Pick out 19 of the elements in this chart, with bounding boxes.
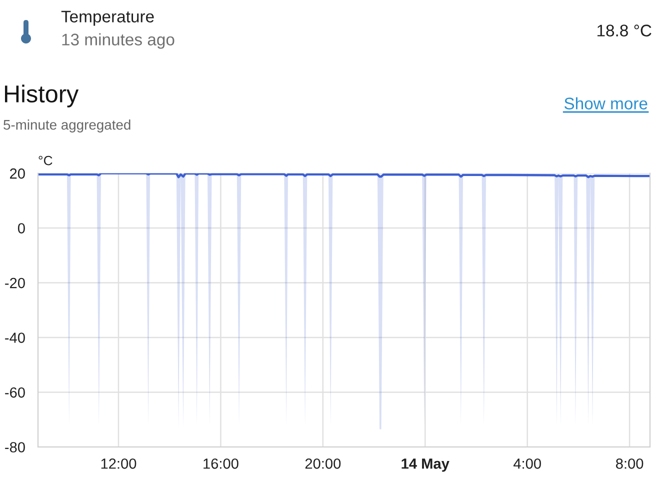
x-tick-label: 4:00 bbox=[513, 458, 541, 469]
chart-subtitle: 5-minute aggregated bbox=[4, 120, 130, 132]
y-tick-label: 0 bbox=[18, 223, 25, 234]
x-tick-label: 8:00 bbox=[616, 458, 644, 469]
text: Temperature bbox=[61, 10, 154, 26]
x-tick-label: 20:00 bbox=[305, 458, 341, 469]
y-axis-title: °C bbox=[38, 156, 52, 166]
y-tick-label: -40 bbox=[5, 332, 25, 343]
x-tick-label: 12:00 bbox=[101, 458, 136, 469]
y-tick-label: -20 bbox=[5, 278, 25, 288]
y-tick-label: -80 bbox=[5, 442, 25, 452]
y-tick-label: 20 bbox=[10, 168, 25, 179]
text: 18.8 °C bbox=[598, 24, 652, 36]
x-tick-label: 14 May bbox=[402, 458, 450, 472]
y-tick-label: -60 bbox=[5, 387, 25, 398]
chart-title: History bbox=[4, 84, 79, 108]
text: Show more bbox=[564, 97, 648, 110]
x-tick-label: 16:00 bbox=[204, 458, 238, 469]
text: 13 minutes ago bbox=[62, 33, 174, 49]
